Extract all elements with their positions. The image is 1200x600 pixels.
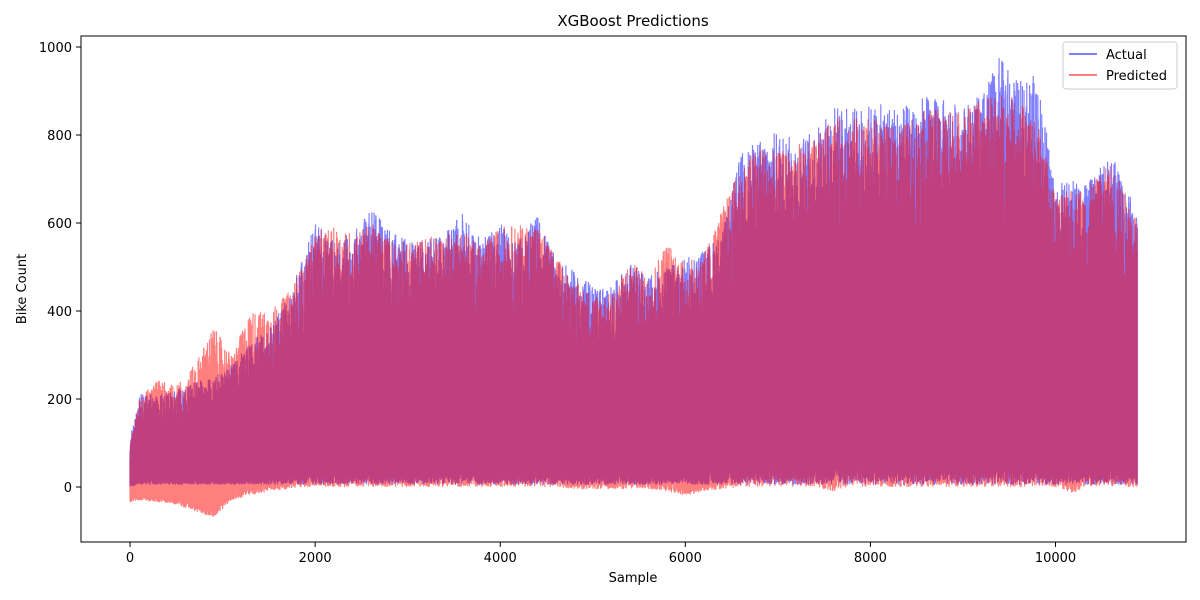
x-tick-label: 10000 xyxy=(1035,551,1076,566)
x-tick-label: 6000 xyxy=(669,551,702,566)
plot-area xyxy=(129,58,1138,517)
series-line-predicted xyxy=(129,95,1138,517)
y-tick-label: 1000 xyxy=(39,41,72,56)
y-tick-label: 600 xyxy=(47,217,72,232)
legend: Actual Predicted xyxy=(1062,41,1178,90)
y-tick-label: 800 xyxy=(47,129,72,144)
x-axis-label: Sample xyxy=(609,571,658,586)
x-tick-label: 0 xyxy=(126,551,134,566)
y-tick-label: 0 xyxy=(64,481,72,496)
x-axis: 0 2000 4000 6000 8000 10000 xyxy=(126,542,1076,566)
y-tick-label: 200 xyxy=(47,393,72,408)
y-axis: 0 200 400 600 800 1000 xyxy=(39,41,81,496)
x-tick-label: 2000 xyxy=(299,551,332,566)
y-tick-label: 400 xyxy=(47,305,72,320)
legend-label-predicted: Predicted xyxy=(1106,69,1167,84)
x-tick-label: 4000 xyxy=(484,551,517,566)
y-axis-label: Bike Count xyxy=(15,254,30,324)
chart-title: XGBoost Predictions xyxy=(557,12,709,30)
x-tick-label: 8000 xyxy=(854,551,887,566)
plot-frame xyxy=(80,35,1187,543)
legend-label-actual: Actual xyxy=(1106,48,1147,63)
